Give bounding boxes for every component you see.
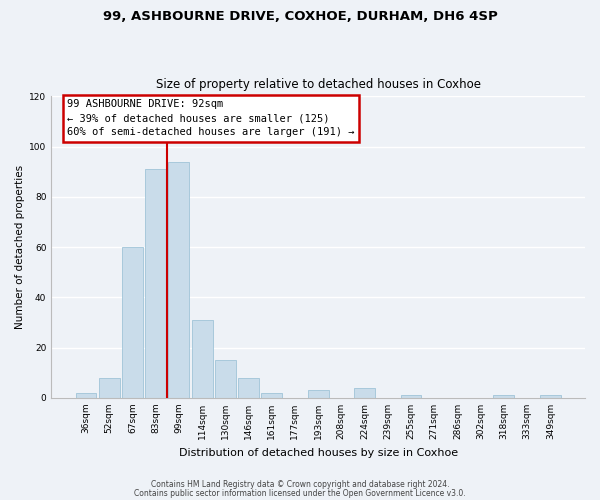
Bar: [76, 393, 97, 398]
Bar: [191, 320, 212, 398]
Bar: [354, 388, 375, 398]
Bar: [493, 396, 514, 398]
Bar: [99, 378, 119, 398]
Bar: [238, 378, 259, 398]
Bar: [169, 162, 189, 398]
Bar: [401, 396, 421, 398]
Title: Size of property relative to detached houses in Coxhoe: Size of property relative to detached ho…: [155, 78, 481, 91]
Text: Contains public sector information licensed under the Open Government Licence v3: Contains public sector information licen…: [134, 489, 466, 498]
Bar: [122, 247, 143, 398]
Y-axis label: Number of detached properties: Number of detached properties: [15, 165, 25, 329]
Text: Contains HM Land Registry data © Crown copyright and database right 2024.: Contains HM Land Registry data © Crown c…: [151, 480, 449, 489]
Bar: [540, 396, 561, 398]
X-axis label: Distribution of detached houses by size in Coxhoe: Distribution of detached houses by size …: [179, 448, 458, 458]
Text: 99 ASHBOURNE DRIVE: 92sqm
← 39% of detached houses are smaller (125)
60% of semi: 99 ASHBOURNE DRIVE: 92sqm ← 39% of detac…: [67, 100, 355, 138]
Text: 99, ASHBOURNE DRIVE, COXHOE, DURHAM, DH6 4SP: 99, ASHBOURNE DRIVE, COXHOE, DURHAM, DH6…: [103, 10, 497, 23]
Bar: [145, 169, 166, 398]
Bar: [261, 393, 282, 398]
Bar: [215, 360, 236, 398]
Bar: [308, 390, 329, 398]
